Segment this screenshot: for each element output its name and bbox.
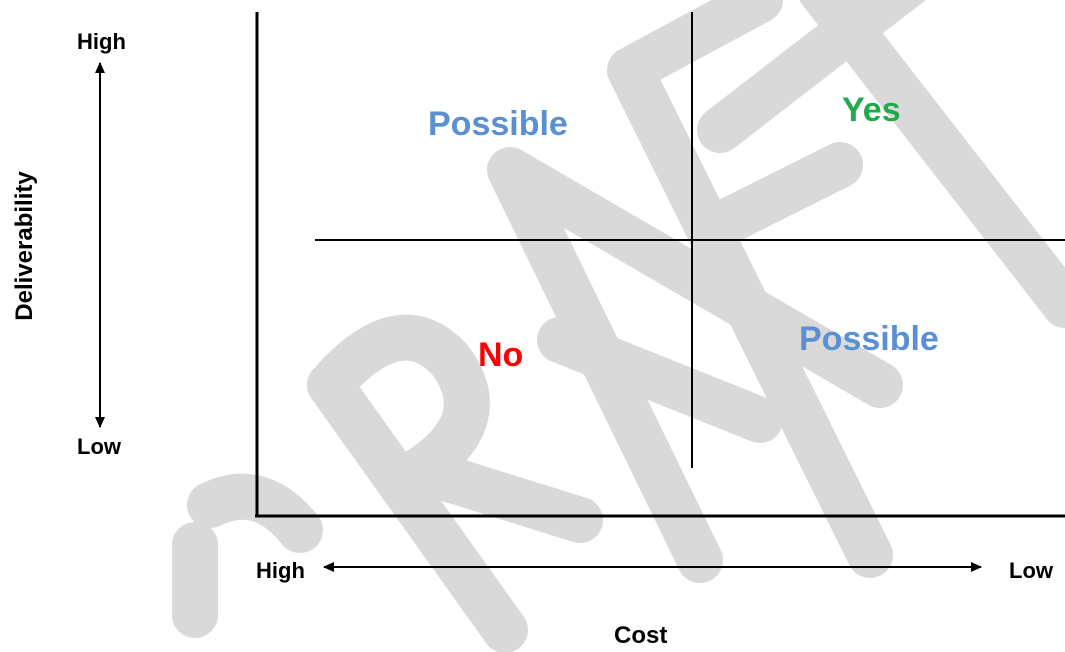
x-axis-low-label: Low [1009,558,1053,583]
watermark-letter-d [172,473,323,638]
x-axis-high-label: High [256,558,305,583]
quadrant-bottom-right-label: Possible [799,320,939,358]
x-axis-title: Cost [614,622,668,649]
watermark-letter-r [307,314,603,652]
y-axis-title: Deliverability [11,171,38,321]
draft-watermark [172,0,1065,652]
watermark-letter-a [487,147,903,583]
watermark-letter-t [697,0,1065,328]
y-axis-high-label: High [77,29,126,54]
y-axis-low-label: Low [77,434,121,459]
quadrant-top-left-label: Possible [428,105,568,143]
watermark-letter-f [607,0,893,578]
quadrant-bottom-left-label: No [478,336,524,374]
quadrant-top-right-label: Yes [842,91,901,129]
